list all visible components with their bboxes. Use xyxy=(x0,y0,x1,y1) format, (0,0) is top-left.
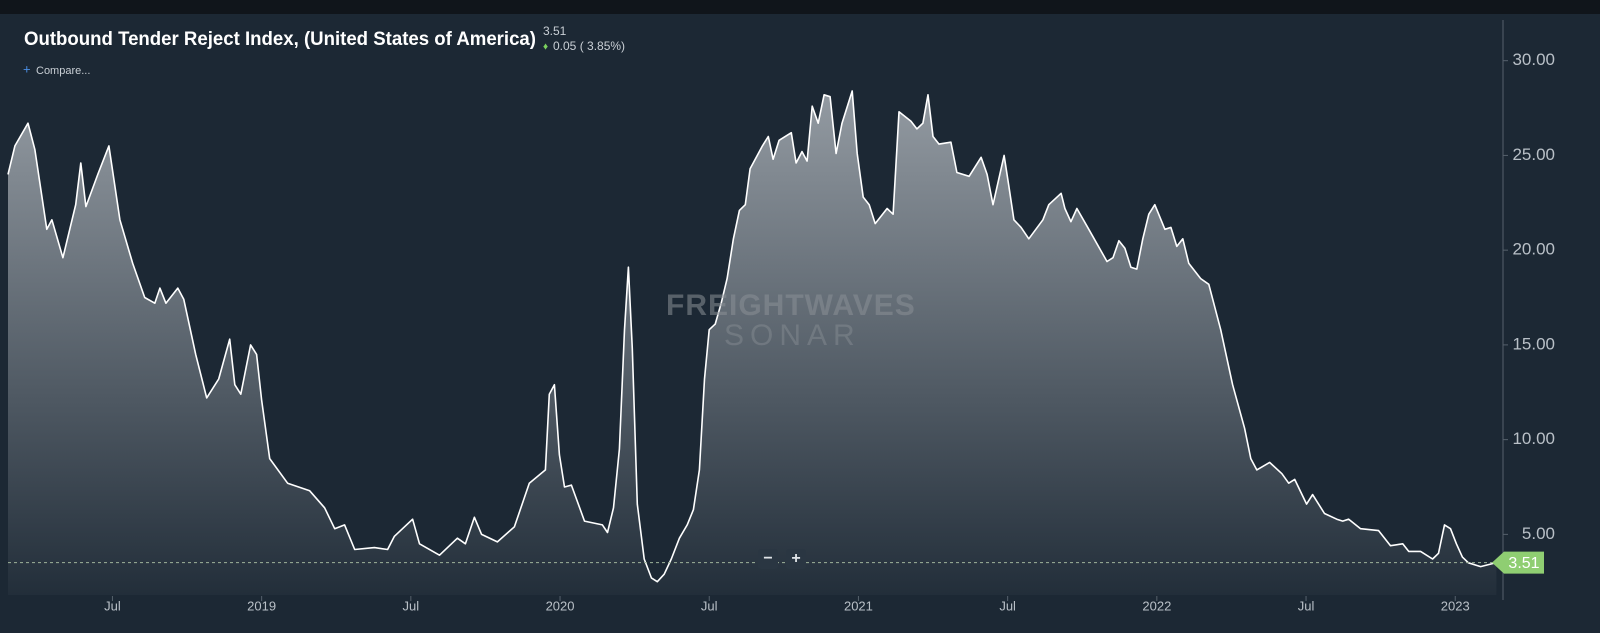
change: 0.05 ( 3.85%) xyxy=(553,39,625,53)
line xyxy=(7,90,1497,583)
plot-area xyxy=(7,20,1544,601)
y-tick-label: 5.00 xyxy=(1522,524,1555,543)
compare-plus[interactable]: + xyxy=(23,61,31,76)
zoom-in-button[interactable] xyxy=(786,549,806,569)
x-tick-label: Jul xyxy=(1298,598,1315,613)
watermark: FREIGHTWAVES xyxy=(666,289,916,322)
x-tick-label: 2020 xyxy=(546,598,575,613)
last-value-badge xyxy=(1492,551,1544,574)
y-tick-label: 25.00 xyxy=(1512,145,1555,164)
zoom-in[interactable]: + xyxy=(791,550,800,567)
area-fill xyxy=(8,91,1497,595)
watermark: SONAR xyxy=(724,319,861,352)
x-tick-label: 2019 xyxy=(247,598,276,613)
x-tick-label: Jul xyxy=(104,598,121,613)
x-tick-label: Jul xyxy=(403,598,420,613)
y-tick-label: 20.00 xyxy=(1512,240,1555,259)
chart-title: Outbound Tender Reject Index, (United St… xyxy=(24,29,536,50)
last-value: 3.51 xyxy=(543,24,567,38)
zoom-out-button[interactable] xyxy=(758,549,778,569)
change-arrow: ♦ xyxy=(543,42,548,53)
compare[interactable]: Compare... xyxy=(36,65,90,77)
x-tick-label: 2023 xyxy=(1441,598,1470,613)
x-tick-label: Jul xyxy=(701,598,718,613)
y-tick-label: 10.00 xyxy=(1512,429,1555,448)
last-value-label: 3.51 xyxy=(1508,555,1539,572)
x-tick-label: 2022 xyxy=(1142,598,1171,613)
top-bar xyxy=(0,0,1600,14)
zoom-out[interactable]: − xyxy=(763,550,772,567)
y-tick-label: 15.00 xyxy=(1512,334,1555,353)
y-tick-label: 30.00 xyxy=(1512,50,1555,69)
x-tick-label: 2021 xyxy=(844,598,873,613)
x-tick-label: Jul xyxy=(999,598,1016,613)
